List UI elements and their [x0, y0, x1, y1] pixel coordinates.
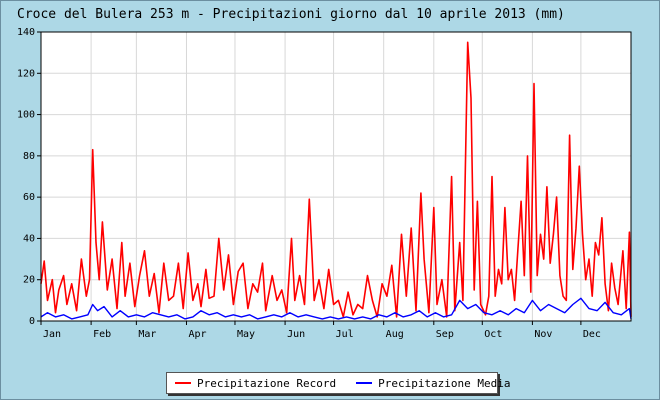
x-tick-label: Nov: [534, 329, 552, 340]
chart-legend: Precipitazione Record Precipitazione Med…: [166, 372, 511, 394]
series-line-media: [40, 297, 632, 320]
legend-label-record: Precipitazione Record: [197, 376, 337, 390]
y-tick-label: 120: [17, 68, 35, 79]
x-tick-label: Mar: [138, 329, 156, 340]
plot-border: [40, 31, 632, 322]
x-tick-label: Oct: [484, 329, 502, 340]
plot-area: [41, 32, 631, 321]
legend-item-record: Precipitazione Record: [175, 377, 336, 390]
x-tick-label: May: [237, 329, 255, 340]
x-tick-label: Jul: [336, 329, 354, 340]
y-tick-label: 20: [23, 275, 35, 286]
y-tick-label: 140: [17, 27, 35, 38]
y-tick-label: 40: [23, 233, 35, 244]
chart-title: Croce del Bulera 253 m - Precipitazioni …: [17, 7, 565, 22]
x-tick-label: Dec: [583, 329, 601, 340]
x-tick-label: Feb: [93, 329, 111, 340]
legend-swatch-record: [175, 382, 191, 384]
x-tick-label: Sep: [436, 329, 454, 340]
x-tick-label: Jun: [287, 329, 305, 340]
x-tick-label: Apr: [188, 329, 206, 340]
y-tick-label: 100: [17, 110, 35, 121]
series-line-record: [40, 41, 632, 318]
x-tick-label: Aug: [386, 329, 404, 340]
legend-item-media: Precipitazione Media: [356, 376, 511, 390]
y-tick-label: 80: [23, 151, 35, 162]
y-tick-label: 0: [29, 316, 35, 327]
x-tick-label: Jan: [43, 329, 61, 340]
legend-label-media: Precipitazione Media: [378, 376, 511, 390]
y-tick-label: 60: [23, 192, 35, 203]
legend-swatch-media: [356, 382, 373, 384]
